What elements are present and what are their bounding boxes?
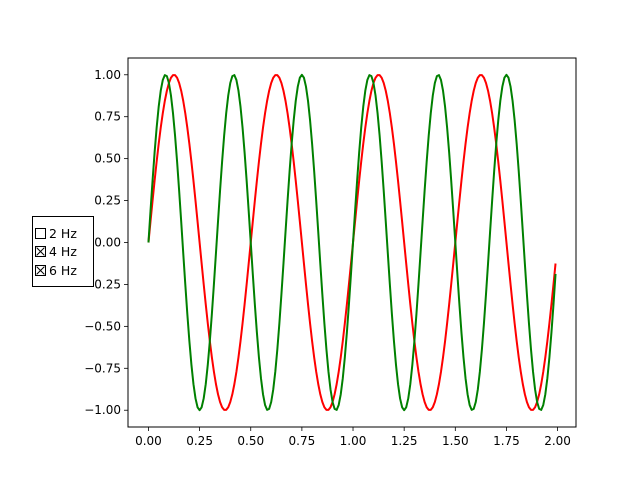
x-tick-label: 1.25 [391,434,418,448]
checkbox-6hz-label: 6 Hz [49,262,77,278]
x-tick-label: 0.75 [289,434,316,448]
x-tick-label: 1.00 [340,434,367,448]
x-tick-label: 0.25 [186,434,213,448]
checkbox-2hz-box[interactable] [35,227,46,239]
checkbox-6hz[interactable]: 6 Hz [35,262,77,278]
x-tick-label: 0.00 [135,434,162,448]
y-tick-label: 1.00 [94,68,121,82]
x-tick-label: 1.75 [493,434,520,448]
y-tick-label: −1.00 [84,403,121,417]
checkbox-4hz-label: 4 Hz [49,243,77,259]
y-tick-label: 0.75 [94,110,121,124]
checkbox-2hz-label: 2 Hz [49,225,77,241]
check-buttons-panel: 2 Hz 4 Hz 6 Hz [32,216,94,287]
series-layer [147,73,557,412]
x-tick-label: 2.00 [544,434,571,448]
checkbox-4hz-box[interactable] [35,245,46,257]
y-tick-label: 0.25 [94,194,121,208]
series-line-1 [147,73,557,412]
checkbox-4hz[interactable]: 4 Hz [35,243,77,259]
y-tick-label: 0.50 [94,152,121,166]
y-tick-label: −0.50 [84,319,121,333]
plot-area [128,58,576,427]
checkbox-2hz[interactable]: 2 Hz [35,225,77,241]
x-tick-label: 0.50 [237,434,264,448]
y-tick-label: −0.75 [84,361,121,375]
x-tick-label: 1.50 [442,434,469,448]
x-axis: 0.00 0.25 0.50 0.75 1.00 1.25 1.50 1.75 2.00 [135,427,571,448]
checkbox-6hz-box[interactable] [35,264,46,276]
y-tick-label: 0.00 [94,236,121,250]
